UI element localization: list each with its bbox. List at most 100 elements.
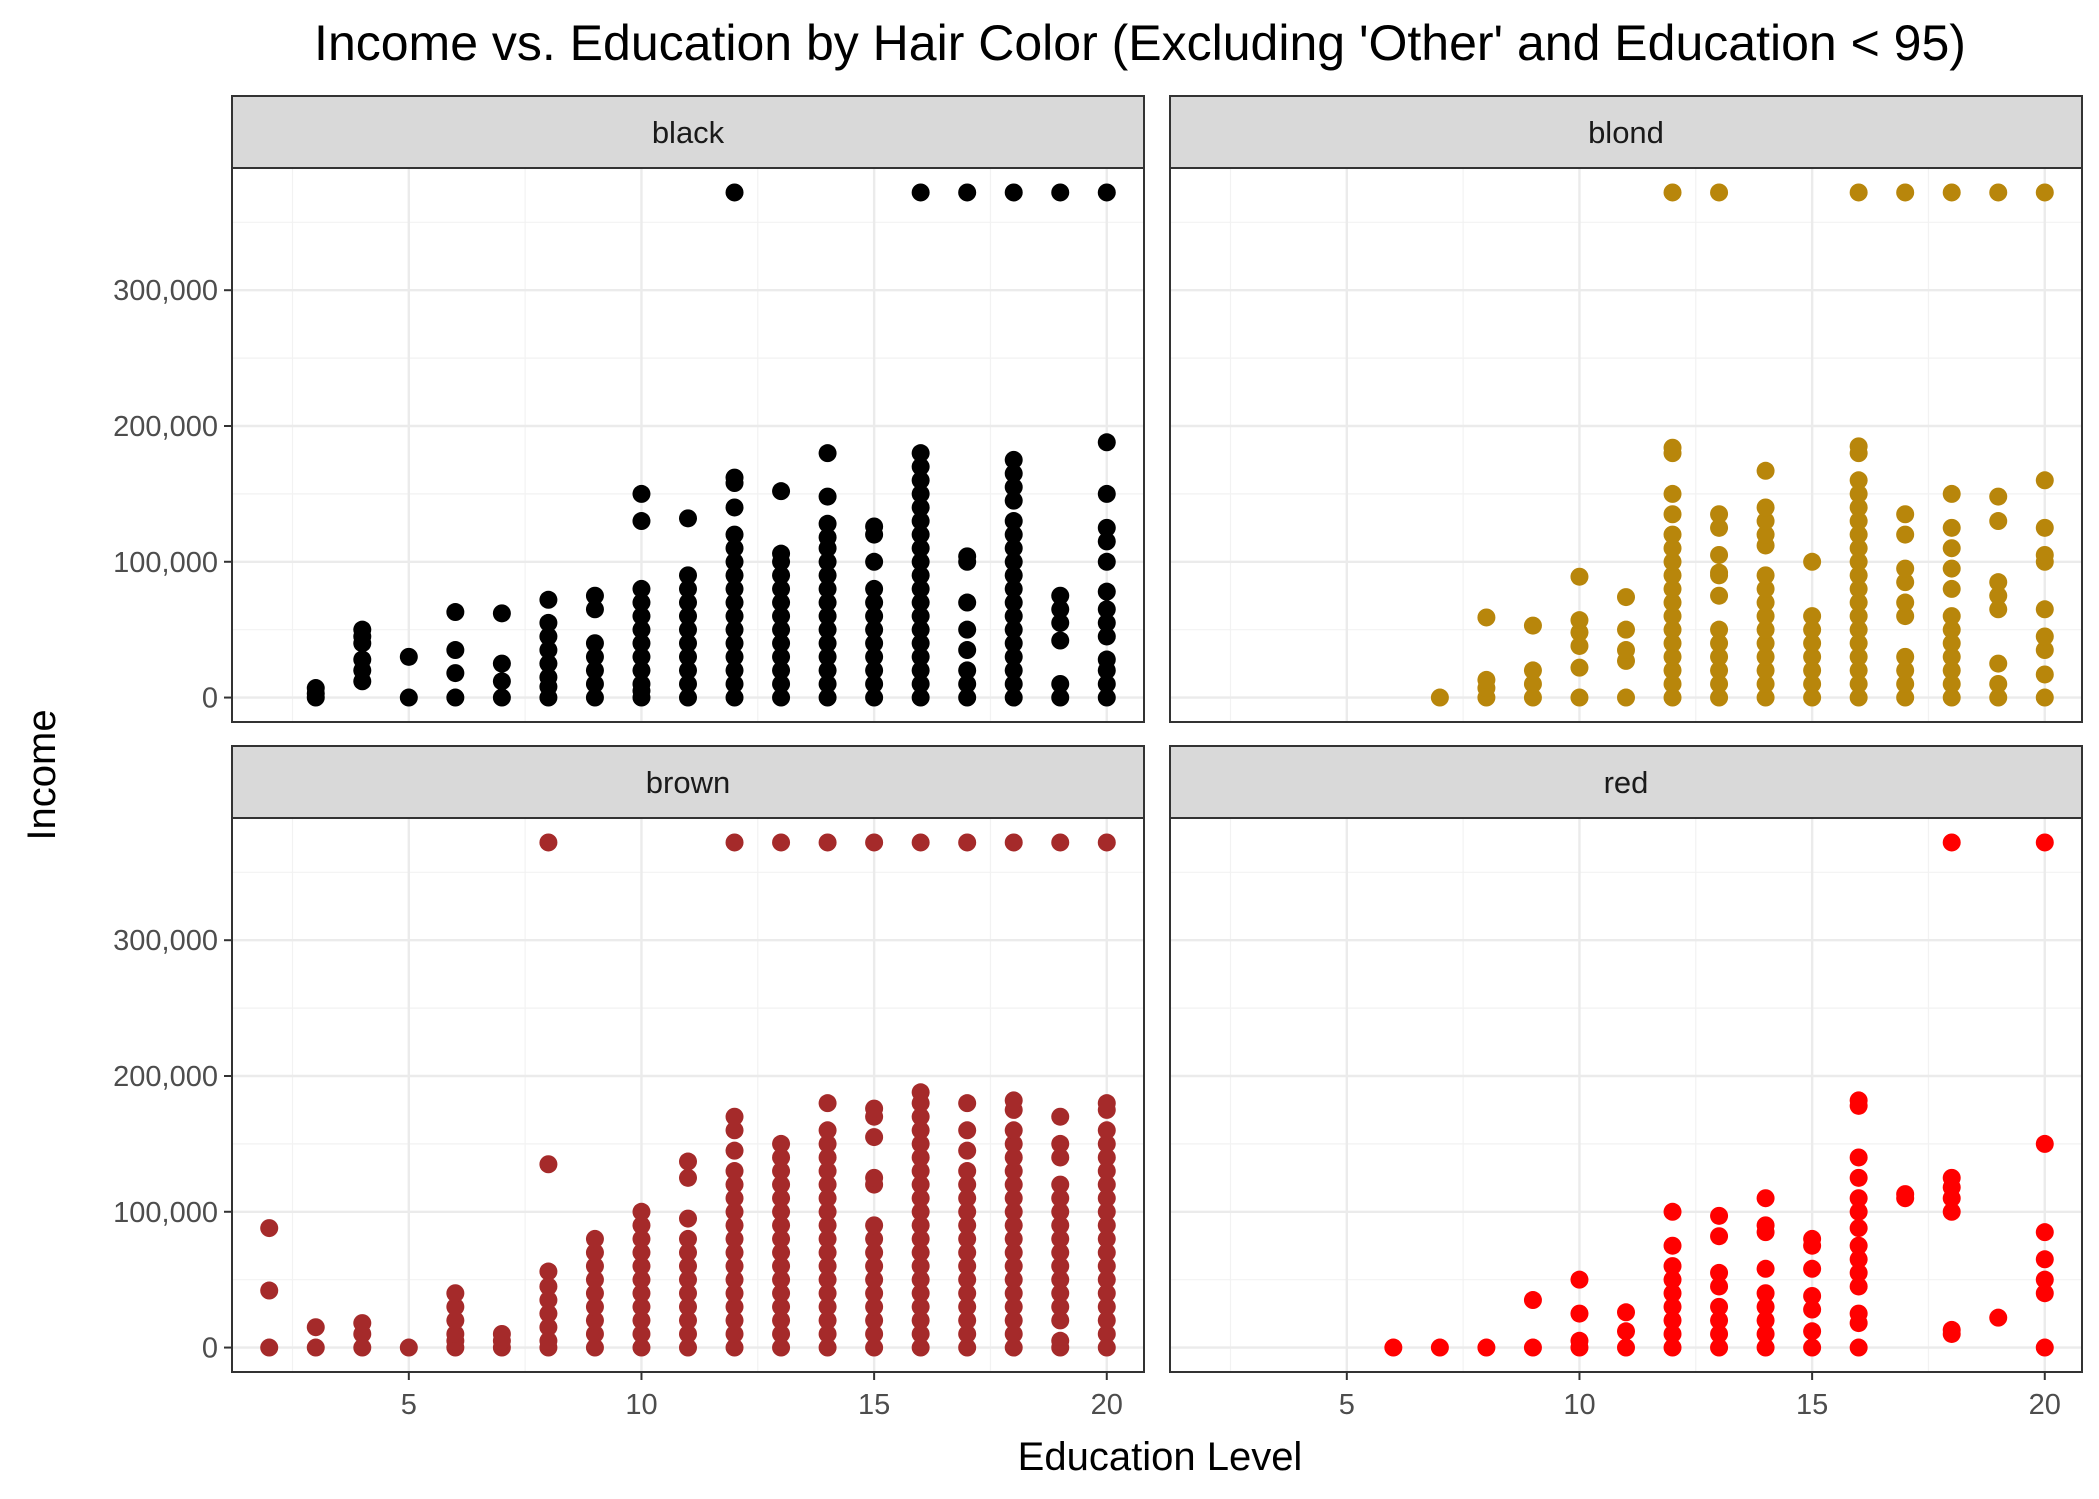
data-point <box>353 650 372 669</box>
x-tick-label: 5 <box>1339 1389 1355 1421</box>
data-point <box>1756 1338 1775 1357</box>
data-point <box>725 1257 744 1276</box>
data-point <box>1004 539 1023 558</box>
data-point <box>865 579 884 598</box>
data-point <box>1756 661 1775 680</box>
data-point <box>1663 539 1682 558</box>
data-point <box>632 1270 651 1289</box>
data-point <box>1756 525 1775 544</box>
data-point <box>1004 688 1023 707</box>
data-point <box>772 1324 791 1343</box>
data-point <box>818 1243 837 1262</box>
data-point <box>1989 487 2008 506</box>
data-point <box>865 1099 884 1118</box>
data-point <box>1617 588 1635 607</box>
data-point <box>1097 518 1116 537</box>
data-point <box>1942 1168 1961 1187</box>
data-point <box>772 674 791 693</box>
data-point <box>725 183 744 202</box>
data-point <box>1989 183 2008 202</box>
data-point <box>1849 471 1868 490</box>
data-point <box>1710 647 1729 666</box>
data-point <box>679 1324 697 1343</box>
data-point <box>865 688 884 707</box>
data-point <box>772 647 791 666</box>
data-point <box>1896 559 1915 578</box>
data-point <box>1710 620 1729 639</box>
data-point <box>725 1216 744 1235</box>
points-black <box>306 183 1116 707</box>
data-point <box>585 1297 604 1316</box>
data-point <box>1849 1338 1868 1357</box>
data-point <box>911 1202 930 1221</box>
data-point <box>585 674 604 693</box>
data-point <box>911 634 930 653</box>
data-point <box>1617 620 1635 639</box>
data-point <box>1051 183 1070 202</box>
data-point <box>1663 1202 1682 1221</box>
panel-border <box>1169 817 2083 1373</box>
data-point <box>1051 600 1070 619</box>
data-point <box>772 1257 791 1276</box>
data-point <box>679 634 697 653</box>
data-point <box>632 661 651 680</box>
data-point <box>539 1304 558 1323</box>
data-point <box>911 1270 930 1289</box>
data-point <box>1710 563 1729 582</box>
data-point <box>1051 1243 1070 1262</box>
data-point <box>865 593 884 612</box>
data-point <box>911 607 930 626</box>
data-point <box>1663 1311 1682 1330</box>
data-point <box>1849 607 1868 626</box>
data-point <box>492 672 511 691</box>
data-point <box>1051 1148 1070 1167</box>
data-point <box>446 1311 465 1330</box>
data-point <box>818 674 837 693</box>
y-tick-label: 200,000 <box>113 411 218 443</box>
panel-border <box>231 817 1145 1373</box>
data-point <box>1523 688 1542 707</box>
data-point <box>1051 1311 1070 1330</box>
data-point <box>1663 1270 1682 1289</box>
data-point <box>1663 688 1682 707</box>
data-point <box>865 1297 884 1316</box>
data-point <box>1097 1338 1116 1357</box>
data-point <box>539 627 558 646</box>
data-point <box>1051 1297 1070 1316</box>
y-tick-label: 100,000 <box>113 1197 218 1229</box>
data-point <box>1097 1229 1116 1248</box>
data-point <box>958 1216 977 1235</box>
data-point <box>1710 183 1729 202</box>
data-point <box>679 688 697 707</box>
data-point <box>1803 1300 1822 1319</box>
data-point <box>725 634 744 653</box>
data-point <box>1942 539 1961 558</box>
data-point <box>958 1121 977 1140</box>
data-point <box>1942 688 1961 707</box>
strip-black <box>231 95 1145 169</box>
data-point <box>865 552 884 571</box>
data-point <box>772 688 791 707</box>
data-point <box>2035 545 2054 564</box>
data-point <box>1896 593 1915 612</box>
data-point <box>1004 607 1023 626</box>
data-point <box>1942 833 1961 852</box>
data-point <box>772 661 791 680</box>
data-point <box>1004 566 1023 585</box>
data-point <box>725 647 744 666</box>
data-point <box>1849 1219 1868 1238</box>
data-point <box>911 512 930 531</box>
data-point <box>818 634 837 653</box>
data-point <box>958 1162 977 1181</box>
y-tick-label: 0 <box>202 1333 218 1365</box>
data-point <box>1849 1277 1868 1296</box>
data-point <box>1663 484 1682 503</box>
data-point <box>1663 1257 1682 1276</box>
data-point <box>1942 484 1961 503</box>
data-point <box>772 1189 791 1208</box>
data-point <box>1942 634 1961 653</box>
x-tick-label: 20 <box>2029 1389 2061 1421</box>
data-point <box>1051 688 1070 707</box>
data-point <box>2035 471 2054 490</box>
data-point <box>1004 1162 1023 1181</box>
